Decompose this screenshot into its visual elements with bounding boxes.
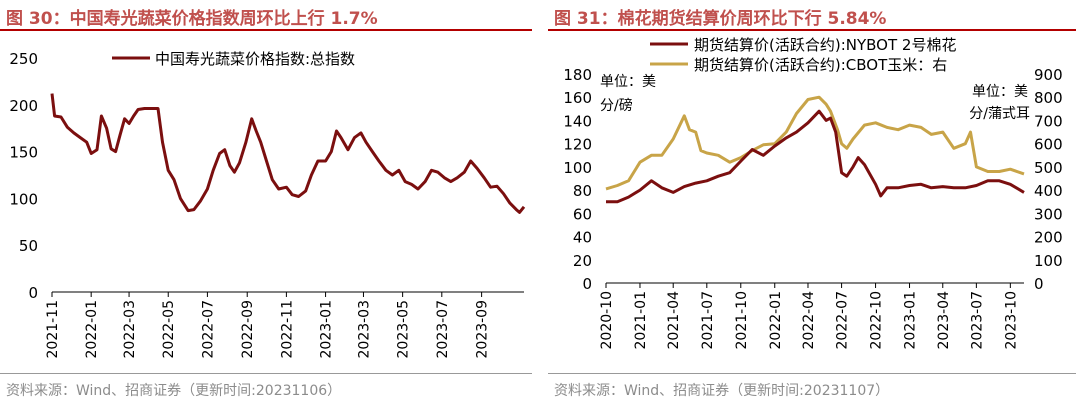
left-y-tick-label: 80 — [573, 182, 592, 200]
legend-label-0: 期货结算价(活跃合约):NYBOT 2号棉花 — [694, 36, 956, 54]
x-tick-label: 2023-01 — [903, 291, 919, 350]
right-y-tick-label: 800 — [1034, 89, 1063, 107]
source-note: 资料来源：Wind、招商证券（更新时间:20231106） — [6, 383, 342, 399]
right-axis-unit-line2: 分/蒲式耳 — [969, 106, 1030, 122]
series-line-0 — [606, 109, 1025, 204]
vegetable-price-index-chart: 0 50 100 150 200 250 2021-11 2022-01 2022-03 2022… — [9, 50, 526, 359]
right-y-tick-label: 300 — [1034, 205, 1063, 223]
legend-label: 中国寿光蔬菜价格指数:总指数 — [155, 50, 355, 68]
left-y-tick-label: 120 — [563, 136, 592, 154]
x-tick-label: 2023-09 — [475, 300, 491, 359]
left-y-tick-label: 100 — [563, 159, 592, 177]
x-tick-label: 2022-05 — [161, 300, 177, 359]
right-y-tick-label: 900 — [1034, 66, 1063, 84]
right-y-tick-label: 0 — [1034, 275, 1044, 293]
right-y-tick-label: 600 — [1034, 136, 1063, 154]
x-tick-label: 2022-11 — [279, 300, 295, 359]
x-tick-label: 2022-01 — [768, 291, 784, 350]
x-tick-label: 2023-05 — [396, 300, 412, 359]
y-tick-label: 100 — [9, 190, 38, 208]
x-tick-label: 2022-03 — [122, 300, 138, 359]
x-tick-label: 2022-07 — [200, 300, 216, 359]
y-tick-label: 150 — [9, 144, 38, 162]
right-y-tick-label: 400 — [1034, 182, 1063, 200]
x-tick-label: 2022-04 — [801, 291, 817, 350]
x-tick-label: 2022-10 — [869, 291, 885, 350]
left-y-tick-label: 140 — [563, 112, 592, 130]
right-axis-unit-line1: 单位：美 — [972, 84, 1028, 100]
right-panel: 图 31：棉花期货结算价周环比下行 5.84% 0 20 40 60 80 100 120 1… — [548, 0, 1080, 406]
x-tick-label: 2021-07 — [700, 291, 716, 350]
x-tick-label: 2021-10 — [734, 291, 750, 350]
left-y-tick-label: 180 — [563, 66, 592, 84]
series-line-1 — [605, 95, 1025, 191]
x-tick-label: 2023-07 — [969, 291, 985, 350]
title-divider — [0, 29, 532, 31]
x-tick-label: 2023-03 — [356, 300, 372, 359]
left-axis-unit-line2: 分/磅 — [600, 97, 633, 114]
left-y-tick-label: 160 — [563, 89, 592, 107]
title-divider — [548, 29, 1076, 31]
x-tick-label: 2023-04 — [936, 291, 952, 350]
legend-label-1: 期货结算价(活跃合约):CBOT玉米：右 — [694, 56, 947, 74]
source-note: 资料来源：Wind、招商证券（更新时间:20231107） — [554, 383, 890, 399]
y-tick-label: 250 — [9, 50, 38, 68]
chart-title: 图 31：棉花期货结算价周环比下行 5.84% — [554, 9, 887, 29]
x-tick-label: 2022-07 — [835, 291, 851, 350]
left-y-tick-label: 0 — [582, 275, 592, 293]
x-tick-label: 2021-04 — [666, 291, 682, 350]
left-axis-unit-line1: 单位：美 — [600, 74, 656, 90]
x-tick-label: 2021-01 — [633, 291, 649, 350]
footer-divider — [0, 373, 532, 374]
x-tick-label: 2022-01 — [84, 300, 100, 359]
cotton-corn-futures-chart: 0 20 40 60 80 100 120 140 160 180 0 100 200 300 400 500… — [563, 36, 1063, 350]
left-y-tick-label: 20 — [573, 252, 592, 270]
x-tick-label: 2023-10 — [1003, 291, 1019, 350]
chart-title: 图 30：中国寿光蔬菜价格指数周环比上行 1.7% — [6, 9, 378, 29]
x-tick-label: 2023-07 — [435, 300, 451, 359]
footer-divider — [548, 373, 1076, 374]
y-tick-label: 200 — [9, 97, 38, 115]
right-y-tick-label: 700 — [1034, 112, 1063, 130]
x-tick-label: 2021-11 — [45, 300, 61, 359]
left-y-tick-label: 60 — [573, 205, 592, 223]
y-tick-label: 50 — [19, 237, 38, 255]
x-tick-label: 2020-10 — [599, 291, 615, 350]
x-tick-label: 2023-01 — [319, 300, 335, 359]
left-y-tick-label: 40 — [573, 229, 592, 247]
x-tick-label: 2022-09 — [240, 300, 256, 359]
right-y-tick-label: 500 — [1034, 159, 1063, 177]
series-line-0 — [50, 93, 526, 214]
left-panel: 图 30：中国寿光蔬菜价格指数周环比上行 1.7% 0 50 100 150 200 25… — [0, 9, 532, 399]
y-tick-label: 0 — [28, 284, 38, 302]
right-y-tick-label: 100 — [1034, 252, 1063, 270]
right-y-tick-label: 200 — [1034, 229, 1063, 247]
